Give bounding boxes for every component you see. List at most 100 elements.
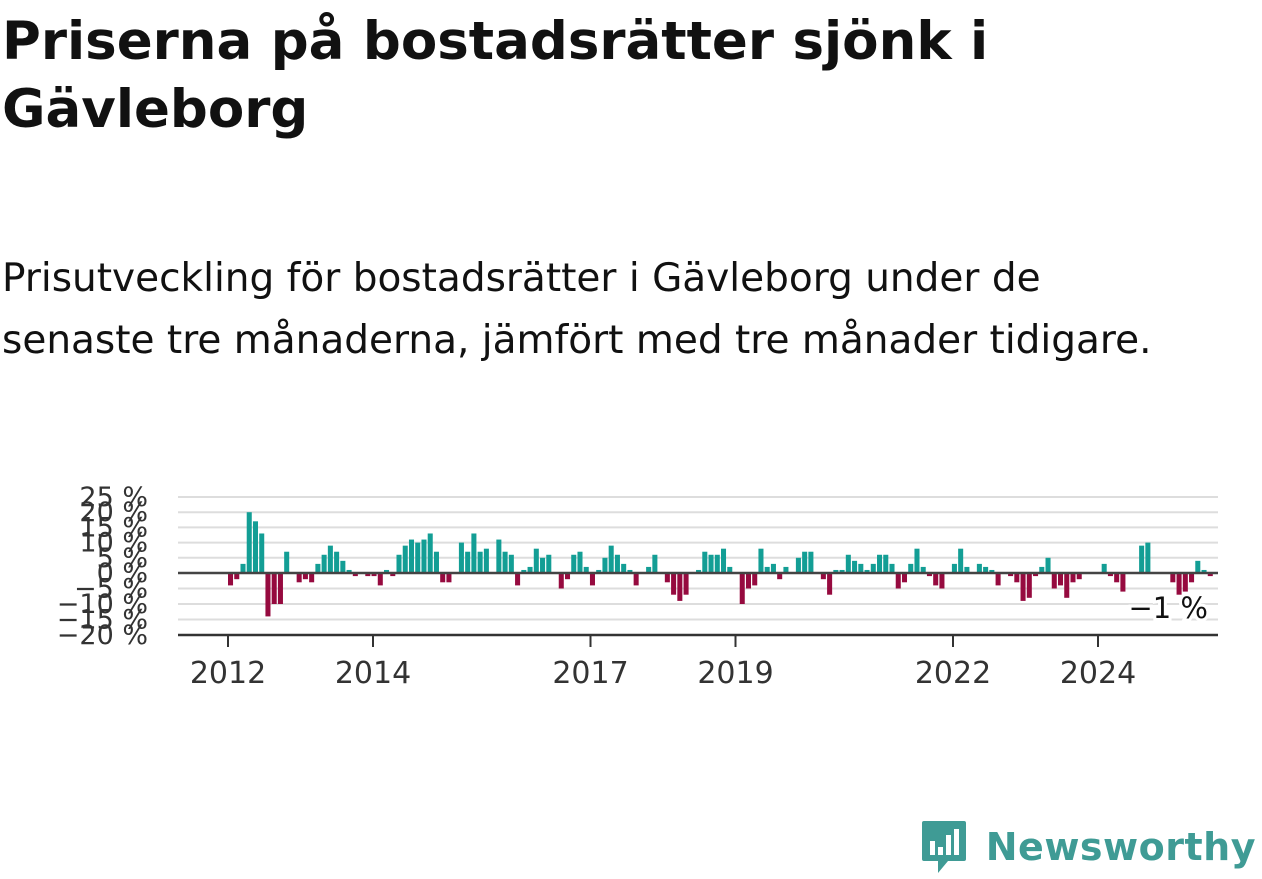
bar (951, 563, 957, 573)
y-tick-label: 15 % (79, 512, 148, 543)
bar (764, 566, 770, 573)
bar (914, 548, 920, 573)
bar (427, 533, 433, 573)
bar-chart: 25 %20 %15 %10 %5 %0 %−5 %−10 %−15 %−20 … (57, 482, 1218, 691)
y-tick-label: 0 % (97, 558, 148, 589)
bar (302, 573, 308, 580)
bar (1114, 573, 1120, 583)
bar (939, 573, 945, 589)
y-tick-label: 25 % (79, 482, 148, 513)
bar (983, 566, 989, 573)
latest-value-label: −1 % (1128, 591, 1208, 625)
bar (458, 542, 464, 573)
bar (727, 566, 733, 573)
bar (465, 551, 471, 573)
bar (252, 521, 258, 573)
bar (664, 573, 670, 583)
bar (1107, 573, 1113, 577)
bar (770, 563, 776, 573)
bar (296, 573, 302, 583)
bar (1014, 573, 1020, 583)
bar (777, 573, 783, 580)
bar (1195, 560, 1201, 573)
x-tick-label: 2024 (1060, 656, 1136, 691)
bar (1076, 573, 1082, 580)
bar (671, 573, 677, 595)
bar (989, 569, 995, 573)
bar (802, 551, 808, 573)
bar (1008, 573, 1014, 577)
bar (1120, 573, 1126, 592)
chart-title: Priserna på bostadsrätter sjönk i Gävleb… (2, 11, 989, 140)
bar (502, 551, 508, 573)
bar (265, 573, 271, 617)
bar (471, 533, 477, 573)
bar (1207, 573, 1213, 577)
bar (783, 566, 789, 573)
bar (558, 573, 564, 589)
bar (908, 563, 914, 573)
bar (259, 533, 265, 573)
bar (877, 554, 883, 573)
y-tick-label: 20 % (79, 497, 148, 528)
brand-logo[interactable]: Newsworthy (920, 819, 1256, 875)
bar (340, 560, 346, 573)
bar (477, 551, 483, 573)
bar (964, 566, 970, 573)
bar (976, 563, 982, 573)
bar (920, 566, 926, 573)
bar (402, 545, 408, 573)
bar (421, 539, 427, 573)
bar (933, 573, 939, 586)
bar (621, 563, 627, 573)
bar (334, 551, 340, 573)
bar (515, 573, 521, 586)
bar (696, 569, 702, 573)
bar (346, 569, 352, 573)
bar (1064, 573, 1070, 598)
bar (883, 554, 889, 573)
bar (926, 573, 932, 577)
x-tick-label: 2012 (190, 656, 266, 691)
bar (1201, 569, 1207, 573)
bar (683, 573, 689, 595)
bar (246, 512, 252, 573)
bar (858, 563, 864, 573)
bar (508, 554, 514, 573)
x-tick-label: 2019 (697, 656, 773, 691)
y-tick-label: 10 % (79, 528, 148, 559)
bar (870, 563, 876, 573)
bar (589, 573, 595, 586)
bar (901, 573, 908, 583)
bar (1051, 573, 1057, 589)
bar (521, 569, 527, 573)
bar (546, 554, 552, 573)
bar (995, 573, 1001, 586)
bar (371, 573, 377, 577)
bar (496, 539, 502, 573)
y-tick-label: −5 % (74, 574, 148, 605)
bar (440, 573, 446, 583)
bar (1189, 573, 1195, 583)
x-tick-label: 2014 (335, 656, 411, 691)
bar (309, 573, 315, 583)
bar (583, 566, 589, 573)
y-tick-label: −10 % (57, 589, 148, 620)
bar (365, 573, 371, 577)
bar (390, 573, 396, 577)
bar (852, 560, 858, 573)
bar (1139, 545, 1145, 573)
bar (234, 573, 240, 580)
bar (739, 573, 745, 604)
bar (627, 569, 633, 573)
bar (820, 573, 826, 580)
bar (384, 569, 390, 573)
bar (646, 566, 652, 573)
y-tick-label: 5 % (97, 543, 148, 574)
newsworthy-bar-chart-icon (921, 821, 966, 873)
bar (1020, 573, 1026, 601)
bar (240, 563, 246, 573)
bar (1026, 573, 1032, 598)
bar (1057, 573, 1064, 586)
x-tick-label: 2022 (915, 656, 991, 691)
